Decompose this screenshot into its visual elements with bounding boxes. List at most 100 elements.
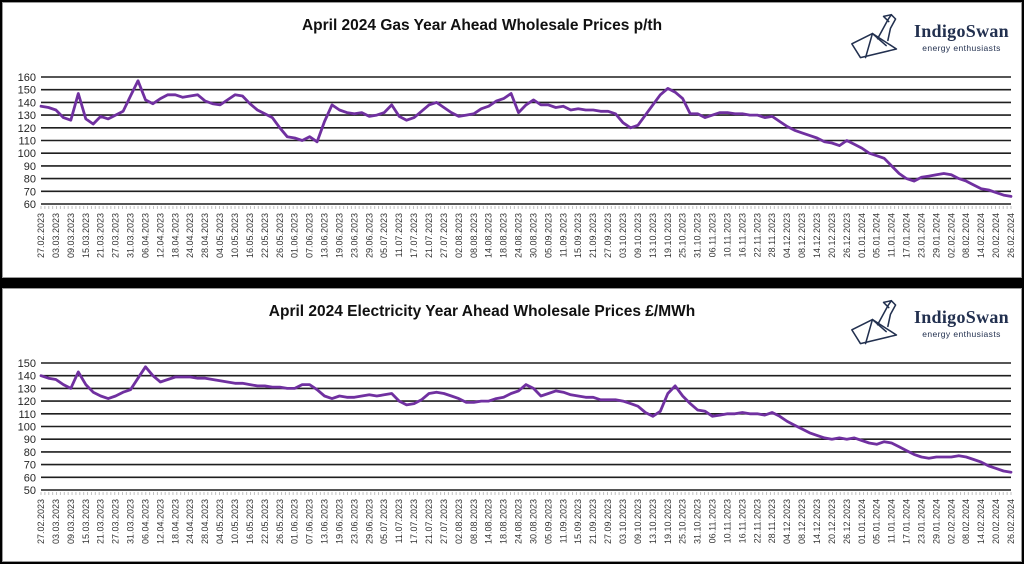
svg-text:17.01.2024: 17.01.2024 — [902, 213, 912, 258]
svg-text:21.07.2023: 21.07.2023 — [424, 213, 434, 258]
svg-text:07.06.2023: 07.06.2023 — [305, 499, 315, 544]
svg-text:06.11.2023: 06.11.2023 — [708, 499, 718, 543]
svg-text:130: 130 — [18, 110, 36, 122]
panel-divider — [2, 278, 1022, 288]
brand-tagline: energy enthusiasts — [922, 329, 1001, 339]
svg-text:05.01.2024: 05.01.2024 — [872, 213, 882, 258]
svg-text:03.10.2023: 03.10.2023 — [618, 213, 628, 258]
svg-text:03.10.2023: 03.10.2023 — [618, 499, 628, 544]
svg-text:23.01.2024: 23.01.2024 — [916, 213, 926, 258]
svg-text:21.03.2023: 21.03.2023 — [96, 213, 106, 258]
electricity-chart-title: April 2024 Electricity Year Ahead Wholes… — [268, 303, 696, 320]
svg-text:13.10.2023: 13.10.2023 — [648, 213, 658, 258]
svg-text:16.05.2023: 16.05.2023 — [245, 213, 255, 258]
svg-text:26.12.2023: 26.12.2023 — [842, 499, 852, 544]
svg-text:14.08.2023: 14.08.2023 — [484, 499, 494, 544]
svg-text:06.04.2023: 06.04.2023 — [140, 213, 150, 258]
svg-text:05.07.2023: 05.07.2023 — [379, 499, 389, 544]
brand-text-block: IndigoSwan energy enthusiasts — [914, 21, 1009, 53]
svg-text:26.05.2023: 26.05.2023 — [275, 213, 285, 258]
svg-text:110: 110 — [18, 409, 36, 421]
svg-text:11.01.2024: 11.01.2024 — [887, 499, 897, 543]
svg-text:27.07.2023: 27.07.2023 — [439, 499, 449, 544]
svg-text:06.11.2023: 06.11.2023 — [708, 213, 718, 257]
svg-text:23.01.2024: 23.01.2024 — [916, 499, 926, 544]
svg-text:29.06.2023: 29.06.2023 — [364, 213, 374, 258]
svg-text:70: 70 — [24, 186, 36, 198]
svg-text:04.12.2023: 04.12.2023 — [782, 499, 792, 544]
svg-text:22.11.2023: 22.11.2023 — [752, 213, 762, 257]
svg-text:29.01.2024: 29.01.2024 — [931, 213, 941, 258]
svg-text:130: 130 — [18, 383, 36, 395]
brand-name: IndigoSwan — [913, 21, 1009, 41]
svg-text:13.10.2023: 13.10.2023 — [648, 499, 658, 544]
svg-text:10.05.2023: 10.05.2023 — [230, 213, 240, 258]
gas-chart-panel: April 2024 Gas Year Ahead Wholesale Pric… — [2, 2, 1022, 278]
svg-text:18.08.2023: 18.08.2023 — [499, 213, 509, 258]
svg-text:24.08.2023: 24.08.2023 — [514, 499, 524, 544]
svg-text:20.12.2023: 20.12.2023 — [827, 499, 837, 544]
svg-text:17.01.2024: 17.01.2024 — [902, 499, 912, 544]
svg-text:12.04.2023: 12.04.2023 — [155, 213, 165, 258]
indigoswan-logo: IndigoSwan energy enthusiasts — [845, 297, 1009, 349]
svg-text:05.01.2024: 05.01.2024 — [872, 499, 882, 544]
svg-text:31.03.2023: 31.03.2023 — [126, 499, 136, 544]
svg-text:15.03.2023: 15.03.2023 — [81, 499, 91, 544]
svg-text:11.07.2023: 11.07.2023 — [394, 499, 404, 543]
svg-text:16.11.2023: 16.11.2023 — [737, 213, 747, 257]
svg-text:24.04.2023: 24.04.2023 — [185, 213, 195, 258]
svg-text:14.12.2023: 14.12.2023 — [812, 499, 822, 544]
svg-text:14.12.2023: 14.12.2023 — [812, 213, 822, 258]
origami-swan-icon — [851, 13, 898, 59]
svg-text:05.09.2023: 05.09.2023 — [543, 213, 553, 258]
svg-text:03.03.2023: 03.03.2023 — [51, 213, 61, 258]
svg-text:31.03.2023: 31.03.2023 — [126, 213, 136, 258]
indigoswan-logo: IndigoSwan energy enthusiasts — [845, 11, 1009, 63]
svg-text:11.07.2023: 11.07.2023 — [394, 213, 404, 257]
svg-text:29.06.2023: 29.06.2023 — [364, 499, 374, 544]
svg-text:10.11.2023: 10.11.2023 — [722, 499, 732, 543]
svg-text:13.06.2023: 13.06.2023 — [320, 213, 330, 258]
brand-tagline: energy enthusiasts — [922, 43, 1001, 53]
svg-text:27.09.2023: 27.09.2023 — [603, 213, 613, 258]
svg-text:21.03.2023: 21.03.2023 — [96, 499, 106, 544]
svg-text:31.10.2023: 31.10.2023 — [693, 213, 703, 258]
svg-text:25.10.2023: 25.10.2023 — [678, 213, 688, 258]
svg-text:02.02.2024: 02.02.2024 — [946, 499, 956, 544]
svg-text:19.10.2023: 19.10.2023 — [663, 213, 673, 258]
svg-text:13.06.2023: 13.06.2023 — [320, 499, 330, 544]
svg-text:05.09.2023: 05.09.2023 — [543, 499, 553, 544]
svg-text:16.05.2023: 16.05.2023 — [245, 499, 255, 544]
svg-text:17.07.2023: 17.07.2023 — [409, 499, 419, 544]
svg-text:19.10.2023: 19.10.2023 — [663, 499, 673, 544]
svg-text:01.06.2023: 01.06.2023 — [290, 213, 300, 258]
svg-text:22.11.2023: 22.11.2023 — [752, 499, 762, 543]
svg-text:28.11.2023: 28.11.2023 — [767, 213, 777, 257]
svg-text:50: 50 — [24, 485, 36, 497]
svg-text:09.03.2023: 09.03.2023 — [66, 213, 76, 258]
svg-text:28.04.2023: 28.04.2023 — [200, 499, 210, 544]
svg-text:27.09.2023: 27.09.2023 — [603, 499, 613, 544]
svg-text:26.12.2023: 26.12.2023 — [842, 213, 852, 258]
svg-text:02.02.2024: 02.02.2024 — [946, 213, 956, 258]
svg-text:09.03.2023: 09.03.2023 — [66, 499, 76, 544]
svg-text:19.06.2023: 19.06.2023 — [334, 213, 344, 258]
svg-text:08.02.2024: 08.02.2024 — [961, 213, 971, 258]
brand-name: IndigoSwan — [913, 307, 1009, 327]
svg-text:28.11.2023: 28.11.2023 — [767, 499, 777, 543]
svg-text:120: 120 — [18, 396, 36, 408]
svg-text:21.07.2023: 21.07.2023 — [424, 499, 434, 544]
svg-text:24.04.2023: 24.04.2023 — [185, 499, 195, 544]
svg-text:100: 100 — [18, 422, 36, 434]
svg-text:18.04.2023: 18.04.2023 — [170, 499, 180, 544]
svg-text:30.08.2023: 30.08.2023 — [528, 499, 538, 544]
svg-text:27.03.2023: 27.03.2023 — [111, 499, 121, 544]
svg-text:120: 120 — [18, 123, 36, 135]
svg-text:09.10.2023: 09.10.2023 — [633, 499, 643, 544]
svg-text:15.09.2023: 15.09.2023 — [573, 213, 583, 258]
svg-text:90: 90 — [24, 434, 36, 446]
origami-swan-icon — [851, 299, 898, 345]
svg-text:25.10.2023: 25.10.2023 — [678, 499, 688, 544]
